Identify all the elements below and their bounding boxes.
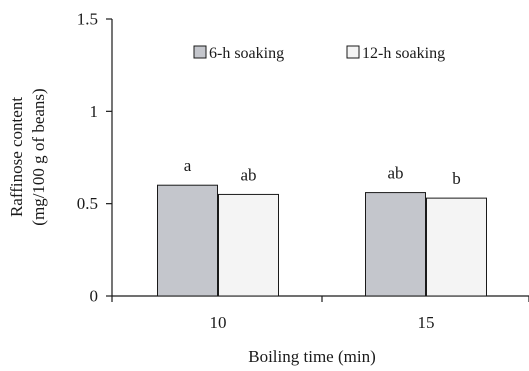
bar-12h-10min bbox=[218, 193, 279, 297]
legend: 6-h soaking 12-h soaking bbox=[193, 45, 445, 62]
significance-label-12h-10min: ab bbox=[240, 165, 256, 184]
legend-label-6h: 6-h soaking bbox=[209, 45, 284, 62]
x-axis: 10 15 bbox=[111, 295, 529, 332]
y-axis-title-line-1: Raffinose content bbox=[7, 97, 26, 217]
significance-label-6h-10min: a bbox=[184, 156, 192, 175]
bar-6h-15min bbox=[365, 192, 426, 297]
significance-labels: a ab ab b bbox=[184, 156, 461, 188]
y-tick-label-0-5: 0.5 bbox=[77, 194, 98, 213]
legend-label-12h: 12-h soaking bbox=[362, 45, 445, 62]
significance-label-12h-15min: b bbox=[452, 169, 461, 188]
y-tick-label-1-5: 1.5 bbox=[77, 10, 98, 29]
y-axis-title-line-2: (mg/100 g of beans) bbox=[29, 88, 48, 225]
x-tick-marks bbox=[111, 296, 529, 302]
x-axis-title: Boiling time (min) bbox=[248, 347, 376, 366]
bars-group bbox=[157, 184, 487, 297]
legend-swatch-6h bbox=[193, 45, 207, 59]
x-tick-label-10: 10 bbox=[210, 313, 227, 332]
y-tick-label-0: 0 bbox=[90, 287, 99, 306]
y-tick-label-1: 1 bbox=[90, 102, 99, 121]
y-axis: 0 0.5 1 1.5 bbox=[77, 10, 113, 306]
significance-label-6h-15min: ab bbox=[387, 164, 403, 183]
bar-6h-10min bbox=[157, 184, 218, 297]
bar-12h-15min bbox=[426, 197, 487, 297]
x-tick-label-15: 15 bbox=[418, 313, 435, 332]
y-tick-marks bbox=[106, 18, 112, 297]
legend-swatch-12h bbox=[346, 45, 360, 59]
